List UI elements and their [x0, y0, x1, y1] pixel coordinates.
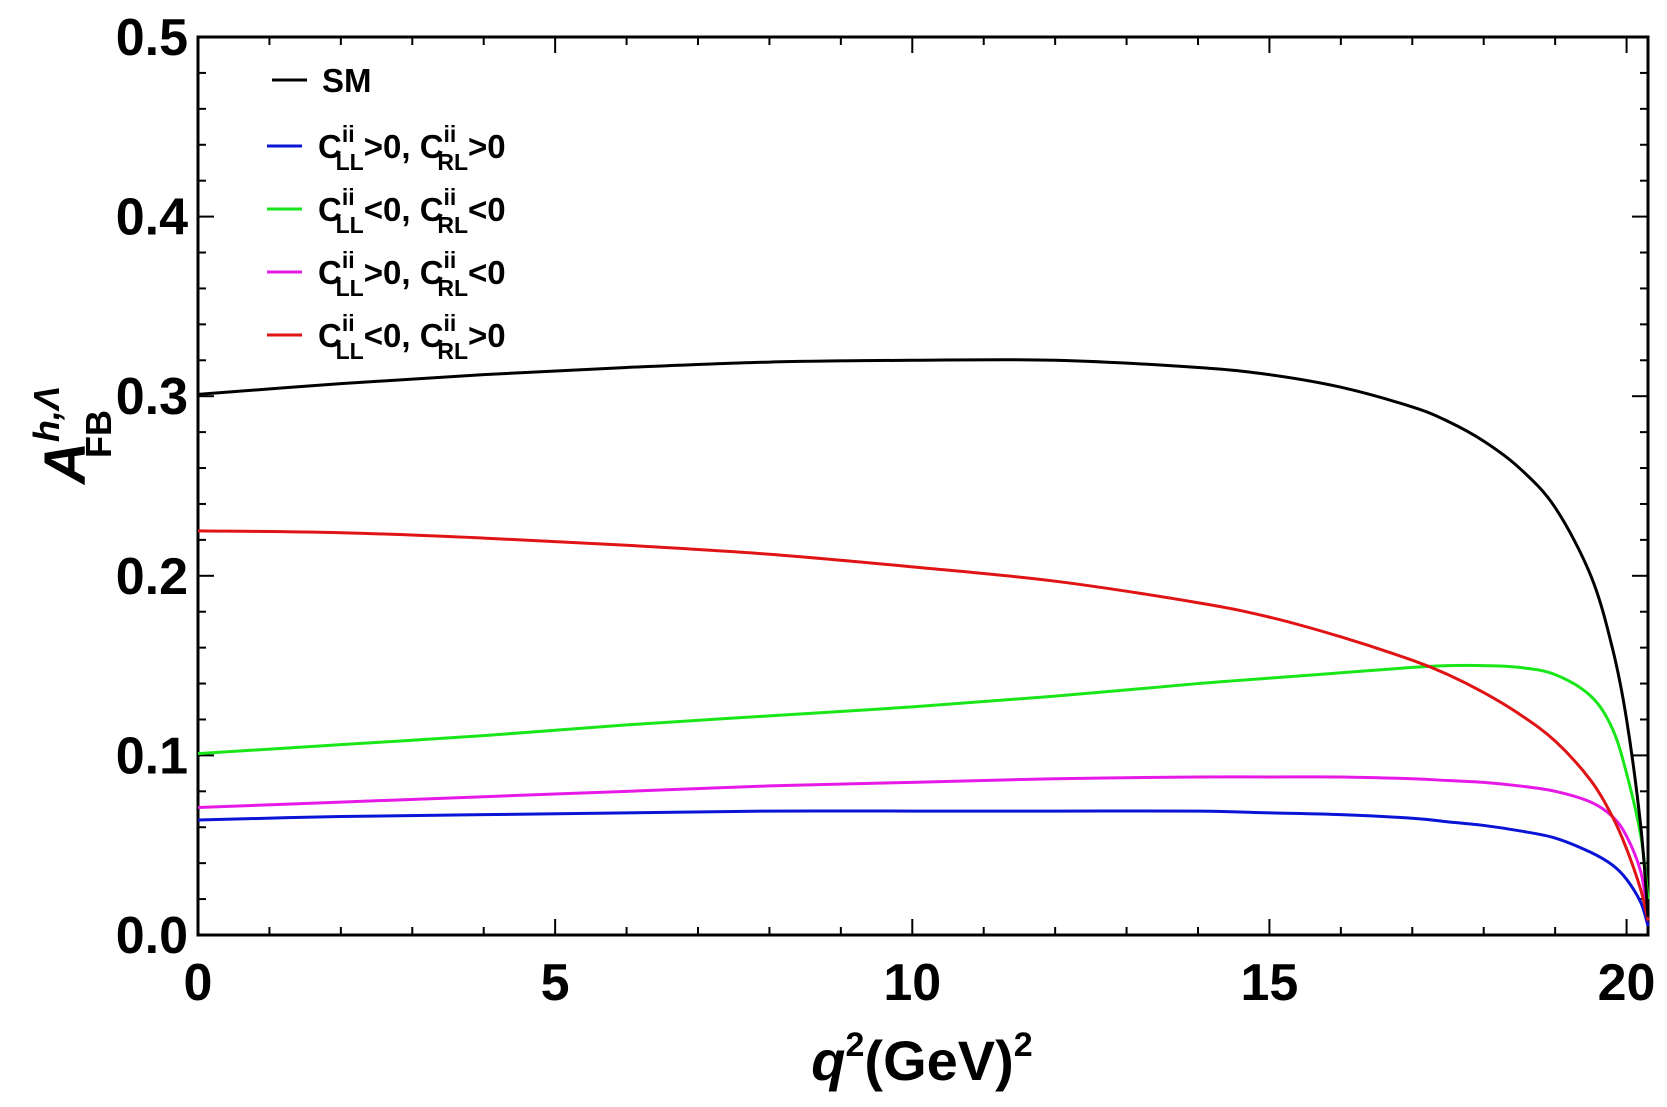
legend-label-1: Cii LL>0, Cii RL>0: [318, 121, 506, 175]
x-tick-label: 0: [184, 954, 213, 1012]
x-tick-label: 5: [541, 954, 570, 1012]
x-axis-title-base: q: [811, 1029, 845, 1092]
legend-label-3: Cii LL>0, Cii RL<0: [318, 247, 506, 301]
series-line-1: [197, 809, 1650, 927]
x-axis-title-unit-sup: 2: [1014, 1026, 1033, 1064]
y-axis-title: Ah,Λ FB: [26, 386, 119, 486]
x-axis-title-unit: (GeV): [864, 1029, 1013, 1092]
svg-text:Ah,ΛFB: Ah,Λ FB: [26, 386, 119, 486]
y-tick-label: 0.2: [116, 548, 188, 606]
y-tick-label: 0.4: [116, 189, 188, 247]
legend-item-2: Cii LL<0, Cii RL<0: [267, 184, 506, 238]
series-line-2: [197, 663, 1650, 900]
y-tick-label: 0.3: [116, 368, 188, 426]
y-axis-title-base: A: [33, 442, 98, 486]
legend-label-sm: SM: [322, 62, 372, 99]
legend-item-sm: SM: [272, 62, 372, 99]
legend-item-4: Cii LL<0, Cii RL>0: [267, 310, 506, 364]
x-tick-label: 20: [1598, 954, 1656, 1012]
y-axis-title-sub: FB: [78, 410, 119, 458]
x-tick-label: 15: [1241, 954, 1299, 1012]
legend: SM Cii LL>0, Cii RL>0 Cii LL<0, Cii RL<0 Cii…: [267, 62, 506, 364]
plot-frame: [196, 35, 1650, 937]
svg-text:q2(GeV)2: q2(GeV)2: [811, 1026, 1032, 1092]
legend-label-2: Cii LL<0, Cii RL<0: [318, 184, 506, 238]
y-tick-label: 0.1: [116, 727, 188, 785]
series-line-3: [197, 775, 1650, 918]
series-lines: [197, 358, 1650, 927]
legend-item-3: Cii LL>0, Cii RL<0: [267, 247, 506, 301]
y-tick-label: 0.5: [116, 9, 188, 67]
y-tick-label: 0.0: [116, 907, 188, 965]
series-line-4: [197, 529, 1650, 921]
legend-item-1: Cii LL>0, Cii RL>0: [267, 121, 506, 175]
legend-label-4: Cii LL<0, Cii RL>0: [318, 310, 506, 364]
series-line-0: [197, 358, 1650, 918]
x-axis-title-sup: 2: [846, 1026, 865, 1064]
y-axis-title-sup: h,Λ: [26, 386, 67, 442]
tick-labels: 0 5 10 15 20 0.0 0.1 0.2 0.3 0.4 0.5: [116, 9, 1656, 1012]
x-tick-label: 10: [883, 954, 941, 1012]
x-axis-title: q2(GeV)2: [811, 1026, 1032, 1092]
ticks: [197, 36, 1648, 936]
